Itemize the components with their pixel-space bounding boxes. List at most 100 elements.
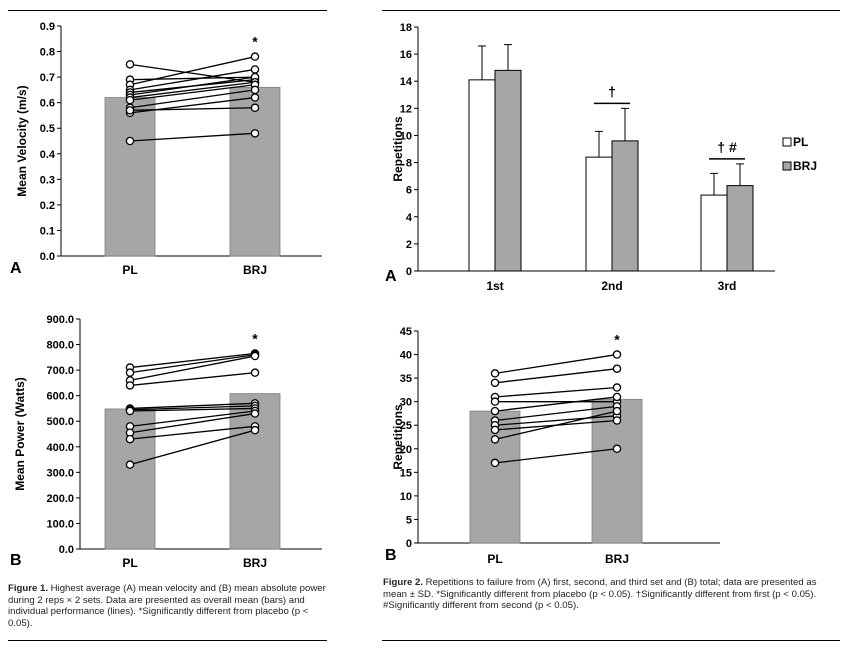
f2a-bar-brj (494, 69, 522, 272)
f1b-y-tick-label: 900.0 (46, 314, 74, 326)
f2a-y-tick-label: 14 (400, 76, 413, 88)
f1b-individual-point (125, 460, 135, 469)
f1b-y-tick-label: 200.0 (46, 493, 74, 505)
f2a-y-tick-label: 4 (406, 212, 413, 224)
f2b-individual-line (494, 396, 618, 412)
f1a-individual-point (125, 60, 135, 69)
f2a-panel-label: A (385, 268, 397, 285)
f2b-y-tick-label: 40 (400, 350, 412, 362)
f1a-bar (104, 97, 156, 257)
f2b-individual-point (612, 416, 622, 425)
f1b-y-tick-label: 300.0 (46, 467, 74, 479)
f2a-y-tick-label: 12 (400, 103, 412, 115)
f1b-individual-point (125, 434, 135, 444)
f2b-individual-point (612, 444, 622, 454)
f1b-panel-label: B (10, 552, 22, 569)
figure-2a-chart: 0 2 4 6 8 10 12 14 16 18 Repetitions A 1st 2nd 3rd † † #… (385, 22, 817, 293)
f2a-legend-swatch-pl (782, 137, 792, 147)
f1b-individual-point (125, 406, 135, 416)
f2a-bar-pl (585, 156, 613, 272)
f1b-individual-line (129, 407, 256, 412)
f1b-individual-line (129, 372, 256, 387)
f2a-x-tick-label: 3rd (718, 279, 737, 293)
f1b-individual-line (129, 410, 256, 427)
f2a-bar-pl (468, 79, 496, 272)
f2b-y-tick-label: 0 (406, 538, 412, 550)
f2a-y-tick-label: 16 (400, 49, 412, 61)
f1b-y-tick-label: 100.0 (46, 518, 74, 530)
f2a-bar-brj (611, 140, 639, 272)
f1b-y-tick-label: 700.0 (46, 365, 74, 377)
f2a-legend-label-brj: BRJ (793, 159, 817, 173)
f2b-y-tick-label: 35 (400, 373, 412, 385)
figure-2-caption: Figure 2. Repetitions to failure from (A… (383, 577, 839, 612)
f1b-y-tick-label: 0.0 (59, 544, 74, 556)
f2a-y-tick-label: 2 (406, 239, 412, 251)
f2a-legend-swatch-brj (782, 161, 792, 171)
f1b-individual-line (129, 352, 256, 369)
f1a-bar (229, 86, 281, 257)
f2a-y-tick-label: 18 (400, 22, 412, 34)
figure-1-caption-text: Highest average (A) mean velocity and (B… (8, 583, 326, 629)
f1a-individual-point (250, 93, 260, 102)
f2b-individual-line (494, 415, 618, 426)
f1b-y-tick-label: 500.0 (46, 416, 74, 428)
figure-1a-chart: 0.0 0.1 0.2 0.3 0.4 0.5 0.6 0.7 0.8 0.9 Mean Veloc… (10, 21, 322, 277)
f1a-individual-line (129, 89, 256, 109)
f1a-y-axis-label: Mean Velocity (m/s) (15, 85, 29, 196)
f2a-x-tick-label: 1st (486, 279, 503, 293)
f1b-x-tick-label: BRJ (243, 556, 267, 570)
f1a-significance-marker: * (252, 34, 258, 50)
f2b-individual-point (490, 406, 500, 416)
f1b-individual-point (125, 368, 135, 377)
f2b-significance-marker: * (614, 332, 620, 348)
f2a-y-tick-label: 10 (400, 130, 412, 142)
f2b-individual-point (490, 425, 500, 435)
f2a-legend-label-pl: PL (793, 135, 808, 149)
f2b-individual-point (490, 458, 500, 468)
f1a-individual-point (250, 129, 260, 138)
figure-1-caption: Figure 1. Highest average (A) mean veloc… (8, 583, 326, 629)
f1a-individual-line (129, 56, 256, 86)
f1a-individual-point (125, 95, 135, 105)
f1b-individual-point (250, 368, 260, 377)
f1b-individual-point (250, 409, 260, 418)
f1b-y-tick-label: 600.0 (46, 391, 74, 403)
f1b-x-tick-label: PL (122, 556, 137, 570)
f1a-y-tick-label: 0.6 (40, 98, 55, 110)
f1a-individual-point (250, 52, 260, 61)
f1a-y-tick-label: 0.1 (40, 225, 55, 237)
f1b-individual-line (129, 355, 256, 381)
f1b-y-tick-label: 400.0 (46, 442, 74, 454)
bottom-rule-right (382, 640, 840, 641)
f1b-individual-point (250, 351, 260, 361)
f2b-individual-line (494, 368, 618, 384)
f2b-individual-line (494, 353, 618, 375)
f2b-individual-line (494, 386, 618, 398)
figure-2-caption-label: Figure 2. (383, 577, 423, 588)
f2b-individual-line (494, 410, 618, 440)
f2b-y-tick-label: 10 (400, 491, 412, 503)
f1a-individual-line (129, 63, 256, 83)
f2b-individual-point (612, 406, 622, 416)
f2a-bar-pl (700, 194, 728, 272)
f1a-panel-label: A (10, 260, 22, 277)
f1a-x-tick-label: BRJ (243, 263, 267, 277)
f2b-individual-point (612, 350, 622, 359)
f1b-bar (229, 393, 281, 550)
top-rule-left (8, 10, 327, 11)
f1b-significance-marker: * (252, 331, 258, 347)
f1a-individual-line (129, 68, 256, 91)
f2b-x-tick-label: BRJ (605, 552, 629, 566)
f1a-individual-point (125, 136, 135, 146)
f2b-y-tick-label: 25 (400, 420, 412, 432)
f2b-x-tick-label: PL (487, 552, 502, 566)
f1b-individual-line (129, 405, 256, 411)
f2b-individual-point (612, 364, 622, 373)
f1a-individual-point (250, 85, 260, 95)
figure-1-caption-label: Figure 1. (8, 583, 48, 594)
f1a-y-tick-label: 0.2 (40, 200, 55, 212)
figure-2b-chart: 0 5 10 15 20 25 30 35 40 45 Repetitions B PL BRJ * (385, 326, 720, 566)
f1b-individual-line (129, 354, 256, 374)
